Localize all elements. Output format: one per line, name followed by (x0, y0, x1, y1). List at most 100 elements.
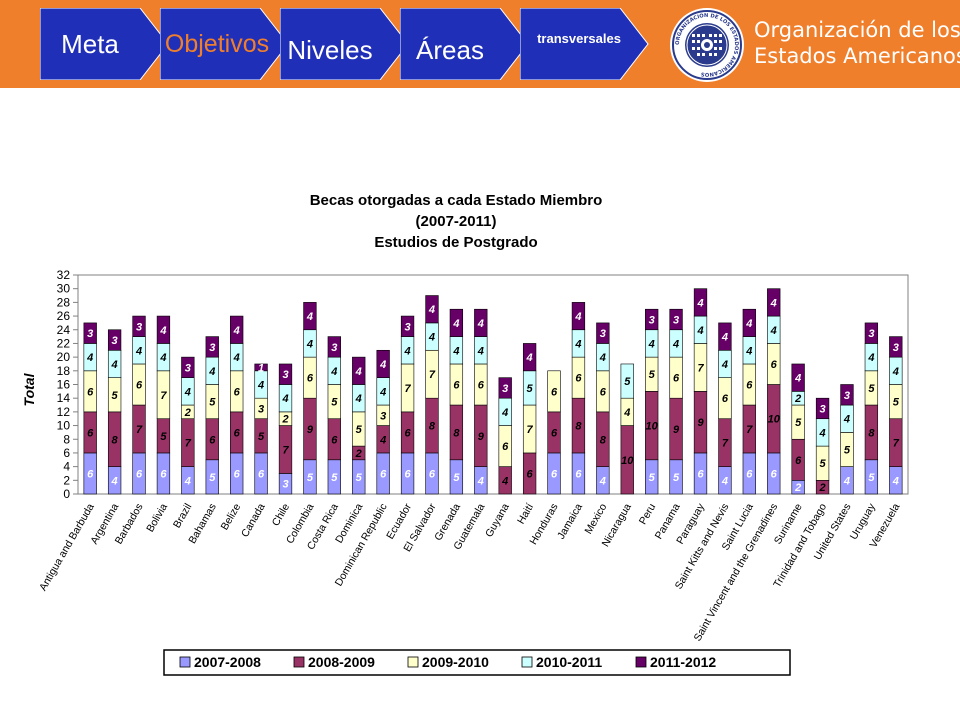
bar-data-label: 5 (527, 383, 534, 395)
step-objetivos[interactable]: Objetivos (160, 8, 290, 80)
step-arrow-shape (520, 8, 649, 80)
bar-data-label: 6 (234, 468, 241, 480)
bar-data-label: 4 (355, 366, 362, 378)
bar-segment (230, 315, 244, 344)
bar-segment (352, 356, 366, 385)
bar-data-label: 4 (843, 414, 850, 426)
x-category-label: Canada (239, 501, 268, 539)
bar-data-label: 6 (429, 468, 436, 480)
bar-data-label: 4 (306, 311, 313, 323)
y-tick-label: 30 (57, 282, 71, 296)
bar-data-label: 6 (136, 380, 143, 392)
bar-data-label: 4 (574, 311, 581, 323)
bar-data-label: 5 (624, 376, 631, 388)
bar-data-label: 6 (600, 386, 607, 398)
bar-data-label: 4 (86, 352, 93, 364)
bar-data-label: 3 (844, 390, 850, 402)
bar-segment (742, 308, 756, 337)
bar-data-label: 5 (649, 472, 656, 484)
bar-segment (181, 356, 195, 378)
y-tick-label: 18 (57, 364, 71, 378)
bar-segment (815, 397, 830, 420)
bar-data-label: 2 (184, 407, 191, 419)
step-meta[interactable]: Meta (40, 8, 170, 80)
bar-data-label: 5 (819, 458, 826, 470)
bar-segment (718, 322, 732, 351)
bar-data-label: 9 (478, 431, 485, 443)
bar-data-label: 6 (258, 468, 265, 480)
bar-data-label: 3 (258, 403, 264, 415)
step-arrow-shape (160, 8, 289, 80)
bar-data-label: 6 (87, 468, 94, 480)
bar-data-label: 4 (208, 366, 215, 378)
bar-data-label: 5 (209, 472, 216, 484)
bar-segment (400, 315, 415, 337)
org-name-line1: Organización de los (754, 18, 960, 42)
bar-data-label: 4 (111, 475, 118, 487)
bar-segment (522, 343, 537, 372)
bar-data-label: 2 (794, 393, 801, 405)
bar-data-label: 5 (673, 472, 680, 484)
x-category-label: Antigua and Barbuda (37, 501, 97, 593)
bar-data-label: 6 (527, 468, 534, 480)
step-niveles-label: Niveles (287, 34, 373, 65)
bar-data-label: 4 (477, 475, 484, 487)
bar-data-label: 7 (185, 438, 192, 450)
bar-data-label: 5 (868, 383, 875, 395)
bar-data-label: 4 (721, 475, 728, 487)
bar-data-label: 4 (526, 352, 533, 364)
bar-data-label: 3 (87, 328, 93, 340)
bar-data-label: 3 (331, 342, 337, 354)
step-meta-label: Meta (61, 28, 119, 59)
bar-data-label: 3 (282, 479, 288, 491)
bar-data-label: 4 (159, 352, 166, 364)
bar-data-label: 6 (551, 386, 558, 398)
bar-data-label: 4 (477, 345, 484, 357)
bar-data-label: 6 (673, 373, 680, 385)
x-category-label: Bolivia (144, 501, 170, 534)
x-category-label: Chile (270, 501, 292, 528)
bar-data-label: 6 (453, 380, 460, 392)
bar-data-label: 1 (258, 362, 264, 374)
y-axis-title: Total (21, 372, 37, 406)
bar-data-label: 6 (404, 427, 411, 439)
header-bar: Meta Objetivos Niveles Áreas transversal… (0, 0, 960, 88)
bar-data-label: 4 (745, 318, 752, 330)
bar-data-label: 5 (160, 431, 167, 443)
legend-swatch (293, 656, 305, 668)
y-tick-label: 32 (57, 268, 71, 282)
bar-data-label: 6 (746, 380, 753, 392)
bar-segment (83, 322, 97, 344)
bar-data-label: 4 (599, 475, 606, 487)
bar-data-label: 7 (282, 445, 289, 457)
bar-data-label: 7 (893, 438, 900, 450)
bar-data-label: 6 (380, 468, 387, 480)
bar-data-label: 4 (672, 338, 679, 350)
bar-data-label: 2 (355, 448, 362, 460)
x-category-label: Belize (219, 501, 244, 532)
bar-segment (327, 336, 341, 358)
bar-data-label: 7 (746, 424, 753, 436)
oas-logo: ORGANIZACION DE LOS ESTADOS AMERICANOS O… (668, 6, 960, 86)
bar-data-label: 7 (527, 424, 534, 436)
bar-data-label: 3 (502, 383, 508, 395)
step-transversales[interactable]: transversales (520, 8, 650, 80)
bar-segment (620, 363, 634, 399)
chart-title-line2: (2007-2011) (416, 213, 497, 230)
bar-data-label: 7 (429, 369, 436, 381)
bar-segment (425, 295, 439, 324)
bar-data-label: 6 (404, 468, 411, 480)
step-areas[interactable]: Áreas (400, 8, 530, 80)
step-niveles[interactable]: Niveles (280, 8, 410, 80)
bar-data-label: 6 (551, 468, 558, 480)
bar-data-label: 4 (696, 297, 703, 309)
bar-segment (864, 322, 879, 344)
bar-data-label: 4 (745, 345, 752, 357)
legend-swatch (521, 656, 533, 668)
bar-segment (156, 315, 171, 344)
bar-data-label: 5 (331, 472, 338, 484)
bar-data-label: 4 (233, 325, 240, 337)
bar-segment (303, 302, 317, 331)
x-category-label: Peru (637, 501, 659, 526)
bar-data-label: 8 (575, 421, 582, 433)
